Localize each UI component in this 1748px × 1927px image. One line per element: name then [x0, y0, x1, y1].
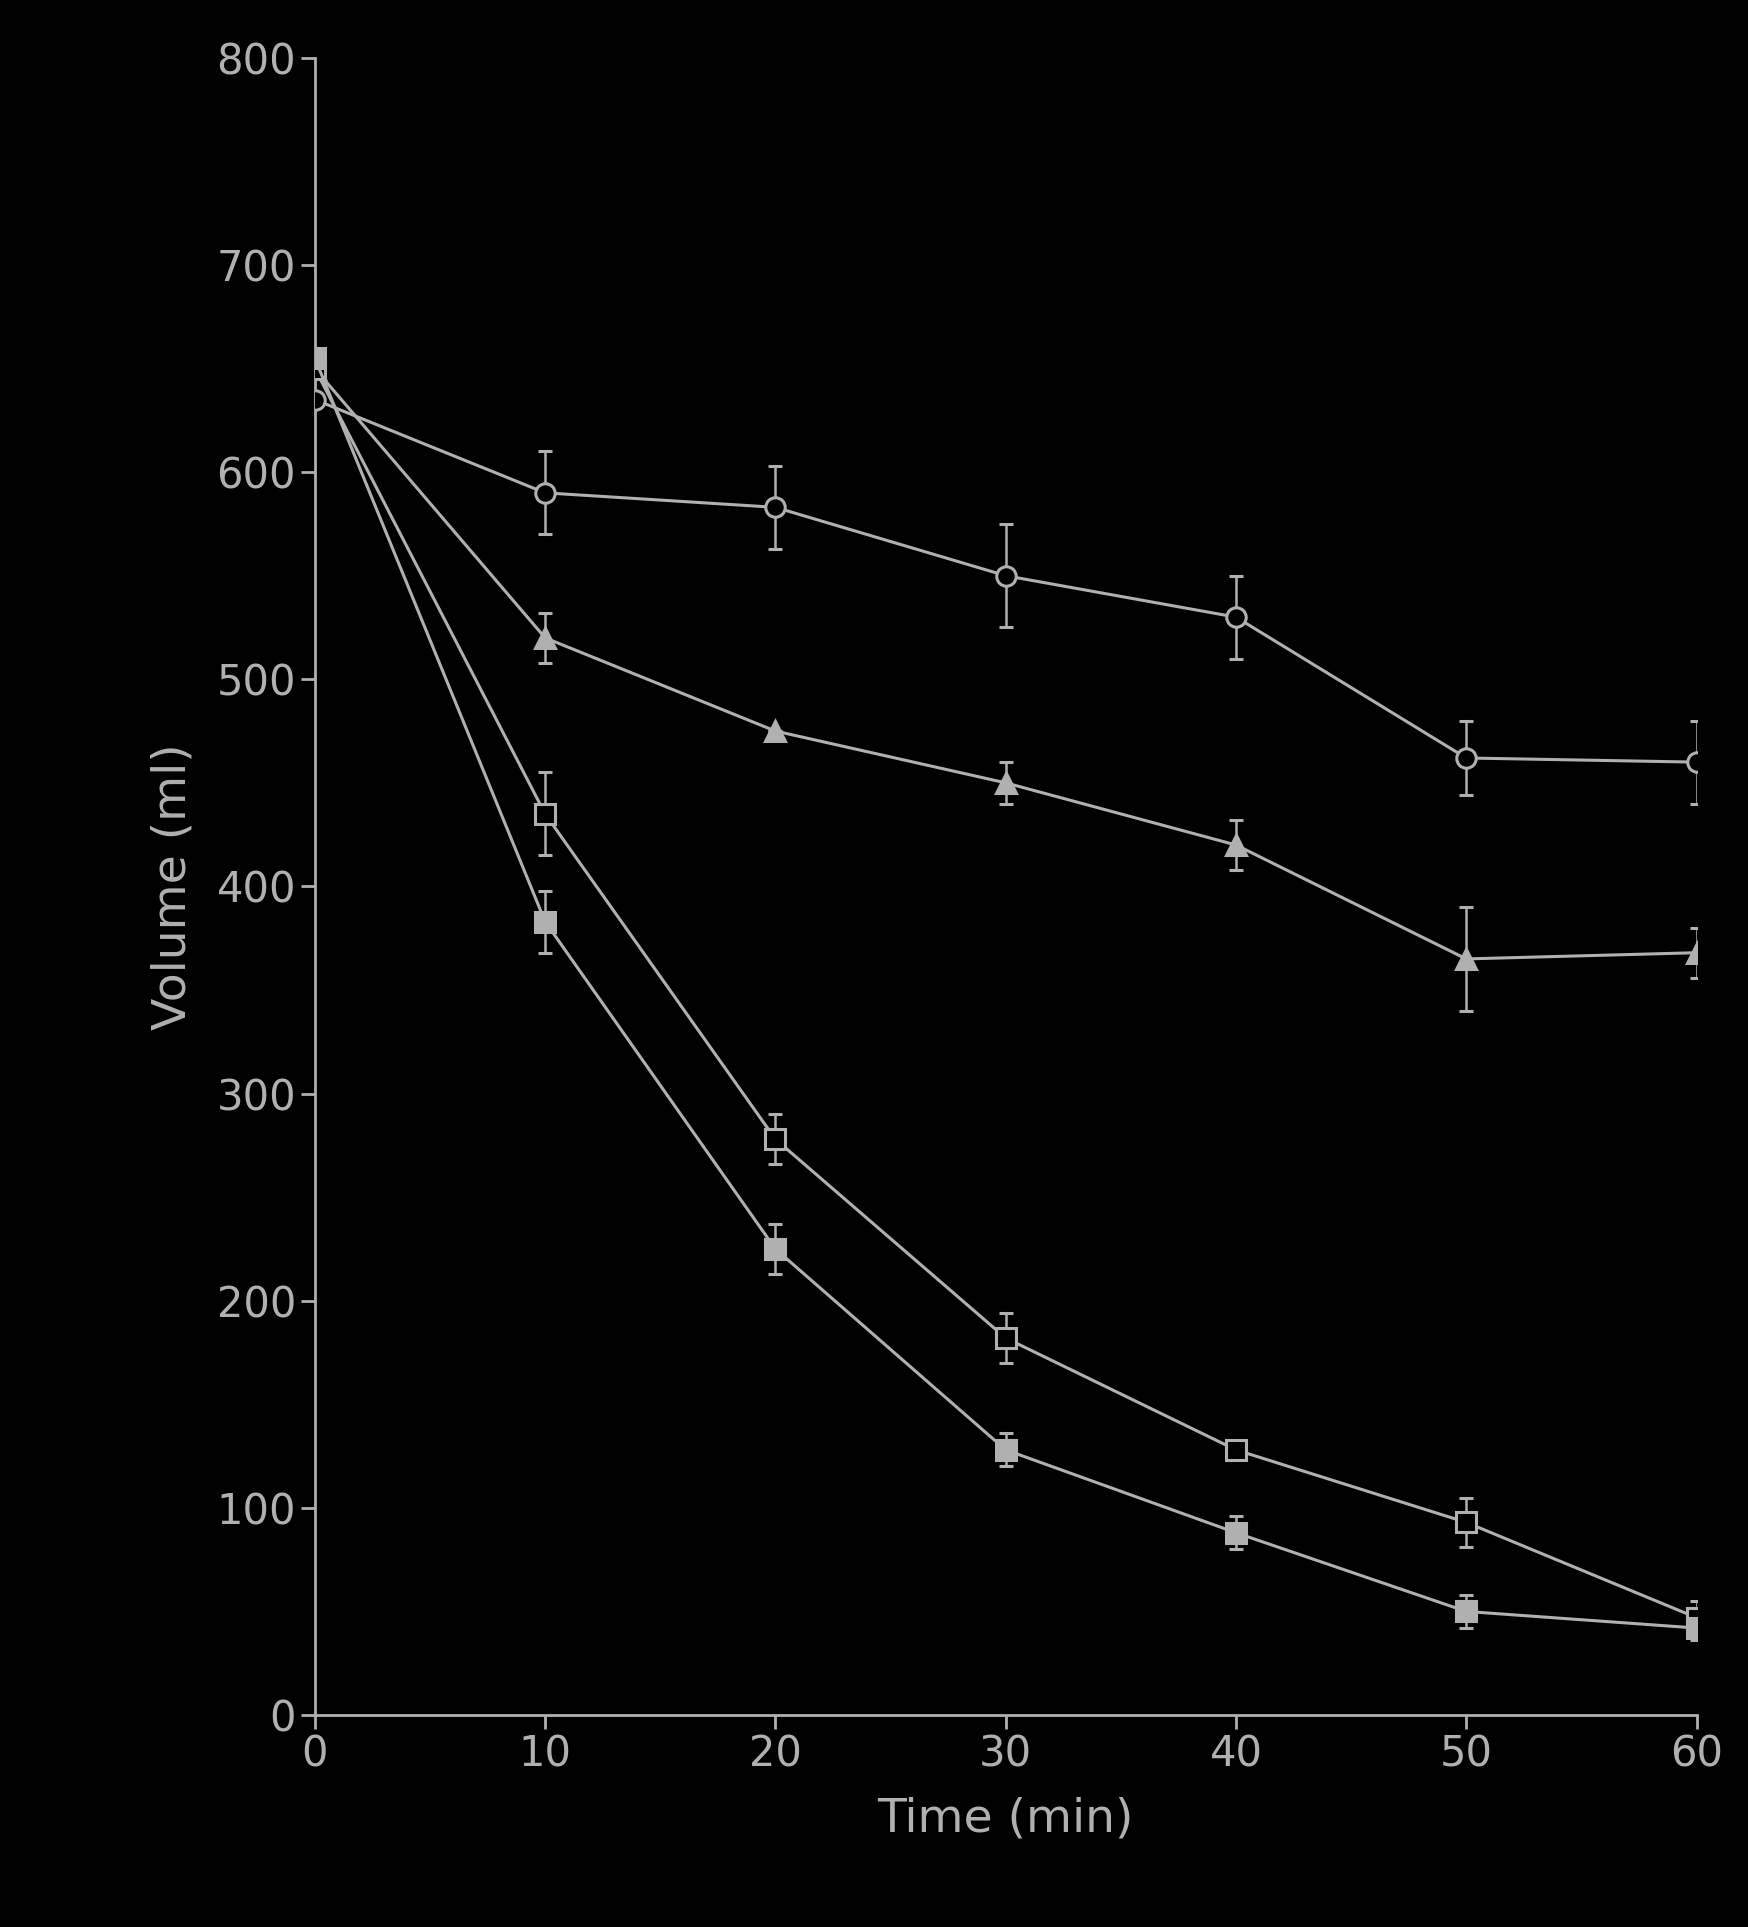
Y-axis label: Volume (ml): Volume (ml): [150, 744, 196, 1029]
X-axis label: Time (min): Time (min): [877, 1796, 1133, 1842]
